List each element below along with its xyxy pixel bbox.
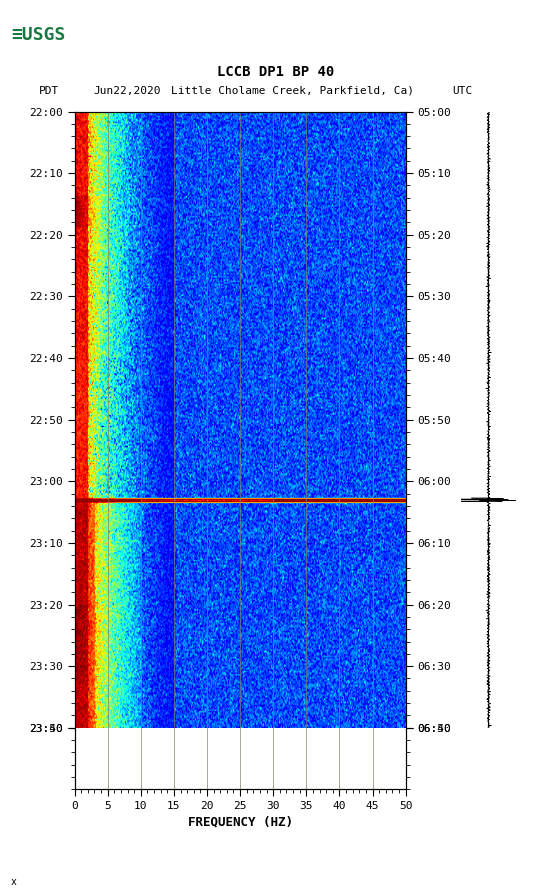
X-axis label: FREQUENCY (HZ): FREQUENCY (HZ): [188, 815, 293, 829]
Text: PDT: PDT: [39, 86, 59, 95]
Text: Jun22,2020: Jun22,2020: [94, 86, 161, 95]
Text: Little Cholame Creek, Parkfield, Ca): Little Cholame Creek, Parkfield, Ca): [171, 86, 414, 95]
Text: ≡USGS: ≡USGS: [11, 26, 66, 44]
Text: UTC: UTC: [453, 86, 473, 95]
Text: x: x: [11, 877, 17, 887]
Text: LCCB DP1 BP 40: LCCB DP1 BP 40: [217, 65, 335, 78]
